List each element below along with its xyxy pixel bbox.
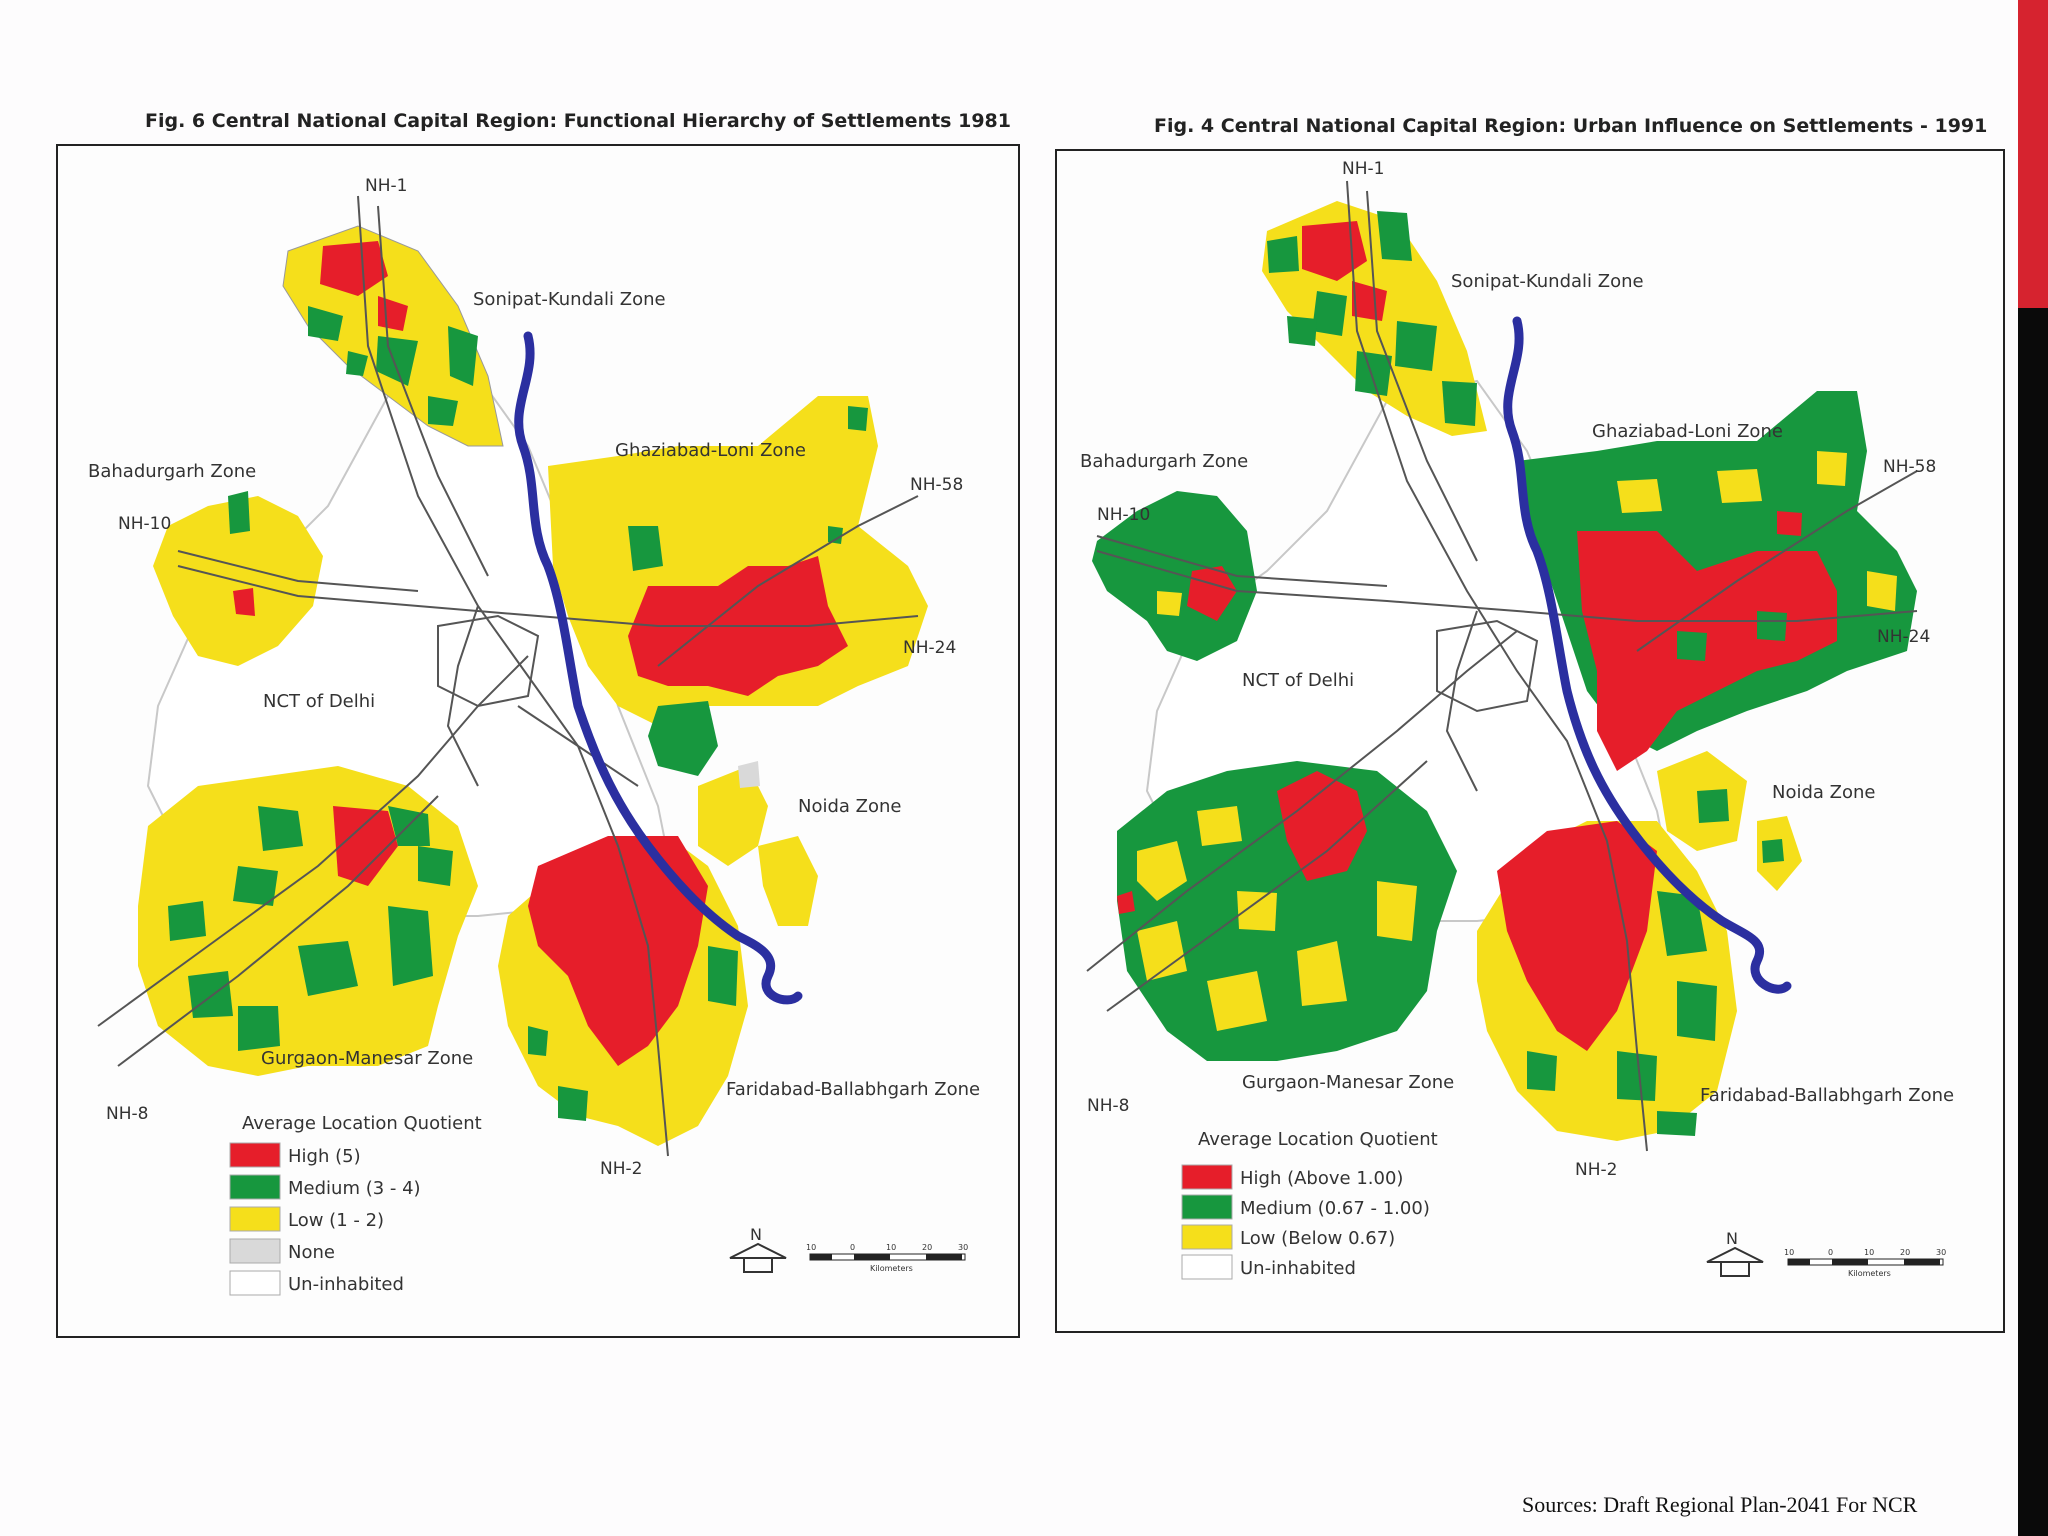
svg-text:10: 10 [806,1243,816,1252]
map-1-legend-swatch-uninhabited [229,1270,281,1296]
svg-text:30: 30 [1936,1248,1946,1257]
svg-text:Kilometers: Kilometers [870,1264,913,1273]
svg-text:20: 20 [922,1243,932,1252]
map-2-label-nh24: NH-24 [1877,627,1930,647]
map-2-label-sonipat: Sonipat-Kundali Zone [1451,271,1644,292]
map-2-title: Fig. 4 Central National Capital Region: … [1154,115,1988,137]
map-1-label-bahadurgarh: Bahadurgarh Zone [88,461,256,482]
map-2-legend-swatch-low [1181,1224,1233,1250]
source-citation: Sources: Draft Regional Plan-2041 For NC… [1522,1492,1918,1517]
map-1-legend-medium: Medium (3 - 4) [288,1178,421,1199]
map-1-label-nh58: NH-58 [910,475,963,495]
gurgaon-zone-settlements [1117,761,1457,1061]
map-1-legend-swatch-high [229,1142,281,1168]
noida-zone-settlements [1657,751,1802,891]
ghaziabad-zone-settlements [1517,391,1917,771]
map-1-label-sonipat: Sonipat-Kundali Zone [473,289,666,310]
map-2-label-nct: NCT of Delhi [1242,670,1354,691]
map-1-legend-none: None [288,1242,335,1263]
map-2-label-ghaziabad: Ghaziabad-Loni Zone [1592,421,1783,442]
map-2-label-nh2: NH-2 [1575,1160,1617,1180]
map-2-legend-high: High (Above 1.00) [1240,1168,1403,1189]
bahadurgarh-zone-settlements [1092,491,1257,661]
map-1-label-noida: Noida Zone [798,796,901,817]
svg-text:10: 10 [886,1243,896,1252]
svg-text:Kilometers: Kilometers [1848,1269,1891,1278]
map-1-label-nct: NCT of Delhi [263,691,375,712]
yamuna-river [514,331,803,1005]
map-2-label-nh1: NH-1 [1342,159,1384,179]
map-1-legend-uninhabited: Un-inhabited [288,1274,404,1295]
map-2-label-nh10: NH-10 [1097,505,1150,525]
map-2-legend-uninhabited: Un-inhabited [1240,1258,1356,1279]
map-1-label-faridabad: Faridabad-Ballabhgarh Zone [726,1079,980,1100]
map-1-legend-title: Average Location Quotient [242,1113,482,1134]
map-1-north-arrow: N [729,1225,787,1273]
map-2-label-noida: Noida Zone [1772,782,1875,803]
map-2-label-faridabad: Faridabad-Ballabhgarh Zone [1700,1085,1954,1106]
map-1-label-nh10: NH-10 [118,514,171,534]
map-1-highways [97,195,919,1157]
svg-text:10: 10 [1784,1248,1794,1257]
map-1-legend-swatch-low [229,1206,281,1232]
map-1-label-gurgaon: Gurgaon-Manesar Zone [261,1048,473,1069]
yamuna-river [1503,316,1792,994]
svg-text:30: 30 [958,1243,968,1252]
map-2-label-bahadurgarh: Bahadurgarh Zone [1080,451,1248,472]
svg-text:N: N [750,1225,762,1244]
map-2-frame: Sonipat-Kundali Zone Ghaziabad-Loni Zone… [1055,149,2005,1333]
map-1-label-nh1: NH-1 [365,176,407,196]
faridabad-zone-settlements [498,836,748,1146]
noida-zone-settlements [698,761,818,926]
map-2-legend-swatch-high [1181,1164,1233,1190]
map-1-frame: Sonipat-Kundali Zone Ghaziabad-Loni Zone… [56,144,1020,1338]
map-1-legend-high: High (5) [288,1146,361,1167]
map-2-label-gurgaon: Gurgaon-Manesar Zone [1242,1072,1454,1093]
map-1-label-ghaziabad: Ghaziabad-Loni Zone [615,440,806,461]
map-1-label-nh24: NH-24 [903,638,956,658]
ghaziabad-zone-settlements [548,396,928,776]
sonipat-zone-settlements [1262,201,1487,436]
map-2-legend-swatch-medium [1181,1194,1233,1220]
svg-text:10: 10 [1864,1248,1874,1257]
map-1-canvas: Sonipat-Kundali Zone Ghaziabad-Loni Zone… [88,176,980,1296]
svg-text:N: N [1726,1229,1738,1248]
map-1-legend: Average Location Quotient High (5) Mediu… [229,1113,482,1296]
map-2-legend: Average Location Quotient High (Above 1.… [1181,1129,1438,1280]
faridabad-zone-settlements [1477,821,1737,1141]
map-2-legend-low: Low (Below 0.67) [1240,1228,1395,1249]
map-1-label-nh2: NH-2 [600,1159,642,1179]
slide-accent-bar [2018,0,2048,308]
map-1-scale-bar: 10 0 10 20 30 Kilometers [806,1243,968,1273]
map-1-legend-swatch-medium [229,1174,281,1200]
map-1-label-nh8: NH-8 [106,1104,148,1124]
map-1-legend-swatch-none [229,1238,281,1264]
map-2-legend-medium: Medium (0.67 - 1.00) [1240,1198,1430,1219]
map-2-legend-swatch-uninhabited [1181,1254,1233,1280]
map-1-title: Fig. 6 Central National Capital Region: … [145,110,1011,132]
svg-text:0: 0 [1828,1248,1833,1257]
map-2-scale-bar: 10 0 10 20 30 Kilometers [1784,1248,1946,1278]
map-1-legend-low: Low (1 - 2) [288,1210,384,1231]
map-2-canvas: Sonipat-Kundali Zone Ghaziabad-Loni Zone… [1080,159,1954,1280]
map-2-highways [1086,180,1918,1152]
svg-text:0: 0 [850,1243,855,1252]
map-2-legend-title: Average Location Quotient [1198,1129,1438,1150]
map-2-label-nh58: NH-58 [1883,457,1936,477]
svg-text:20: 20 [1900,1248,1910,1257]
map-2-north-arrow: N [1706,1229,1764,1277]
map-2-label-nh8: NH-8 [1087,1096,1129,1116]
gurgaon-zone-settlements [138,766,478,1076]
